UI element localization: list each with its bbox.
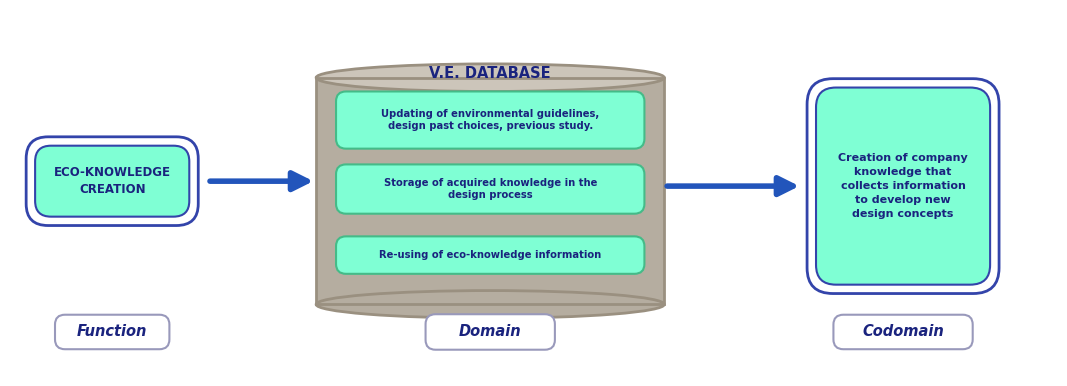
FancyBboxPatch shape: [55, 315, 170, 349]
FancyBboxPatch shape: [27, 137, 198, 225]
Text: Updating of environmental guidelines,
design past choices, previous study.: Updating of environmental guidelines, de…: [381, 109, 600, 132]
Text: Domain: Domain: [459, 325, 522, 339]
Ellipse shape: [316, 291, 665, 318]
Text: Re-using of eco-knowledge information: Re-using of eco-knowledge information: [379, 250, 602, 260]
Text: Function: Function: [77, 325, 147, 339]
Bar: [318, 74, 663, 79]
Ellipse shape: [316, 64, 665, 91]
FancyBboxPatch shape: [833, 315, 973, 349]
FancyBboxPatch shape: [336, 236, 644, 274]
FancyBboxPatch shape: [336, 91, 644, 149]
FancyBboxPatch shape: [807, 79, 999, 293]
FancyBboxPatch shape: [426, 314, 555, 350]
FancyBboxPatch shape: [336, 164, 644, 214]
Text: Codomain: Codomain: [862, 325, 944, 339]
FancyBboxPatch shape: [35, 146, 189, 217]
Bar: [316, 78, 665, 305]
Text: ECO-KNOWLEDGE
CREATION: ECO-KNOWLEDGE CREATION: [53, 166, 171, 196]
Bar: [316, 78, 665, 305]
Text: V.E. DATABASE: V.E. DATABASE: [429, 66, 551, 81]
FancyBboxPatch shape: [816, 88, 990, 284]
Text: Storage of acquired knowledge in the
design process: Storage of acquired knowledge in the des…: [383, 178, 596, 200]
Text: Creation of company
knowledge that
collects information
to develop new
design co: Creation of company knowledge that colle…: [839, 153, 968, 219]
